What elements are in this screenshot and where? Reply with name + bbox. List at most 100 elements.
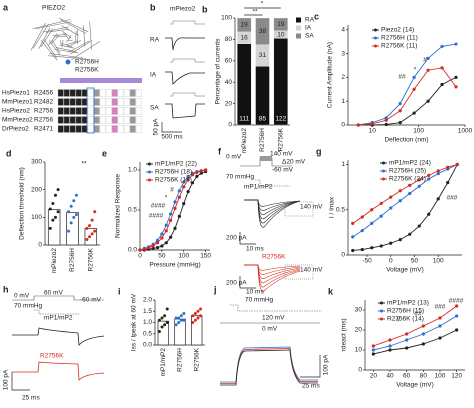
data-point bbox=[417, 224, 421, 228]
panel-label: c bbox=[314, 11, 319, 21]
y-tick-label: 4 bbox=[341, 26, 345, 33]
bar-segment bbox=[273, 38, 288, 126]
data-point bbox=[204, 168, 208, 172]
scale-bar bbox=[161, 122, 182, 133]
alignment-cell bbox=[57, 98, 64, 106]
x-tick-label: 100 bbox=[435, 373, 446, 380]
legend-marker bbox=[374, 28, 377, 32]
data-point bbox=[160, 316, 164, 320]
data-point bbox=[408, 232, 412, 236]
data-point bbox=[85, 226, 89, 230]
data-point bbox=[389, 206, 393, 210]
alignment-cell bbox=[69, 116, 76, 124]
data-point bbox=[454, 42, 458, 46]
data-point bbox=[164, 229, 168, 233]
structure-strand bbox=[63, 32, 69, 40]
y-tick-label: 0.0 bbox=[143, 342, 152, 349]
structure-strand bbox=[55, 35, 67, 37]
x-tick-label: 40 bbox=[386, 373, 394, 380]
annotation: * bbox=[261, 1, 264, 8]
annotation: #### bbox=[151, 203, 166, 210]
data-point bbox=[191, 314, 195, 318]
alignment-cell bbox=[63, 125, 70, 133]
x-tick-label: 100 bbox=[178, 253, 189, 260]
alignment-cell bbox=[135, 98, 142, 106]
x-tick-label: 60 bbox=[403, 373, 411, 380]
data-point bbox=[412, 111, 416, 115]
data-point bbox=[351, 221, 355, 225]
data-point bbox=[157, 318, 161, 322]
alignment-cell bbox=[63, 107, 70, 115]
alignment-cell bbox=[57, 107, 64, 115]
alignment-cell bbox=[75, 116, 82, 124]
legend-label: R2756K (14) bbox=[387, 316, 424, 323]
panel-label: e bbox=[102, 148, 107, 158]
alignment-cell bbox=[123, 116, 130, 124]
data-point bbox=[408, 191, 412, 196]
data-point bbox=[370, 221, 374, 225]
legend-label: R2756K (11) bbox=[381, 43, 417, 50]
data-point bbox=[93, 229, 97, 233]
structure-strand bbox=[38, 27, 51, 49]
data-point bbox=[173, 200, 177, 204]
y-tick-label: 30 bbox=[355, 307, 363, 314]
x-tick-label: R2756K bbox=[193, 347, 200, 371]
data-point bbox=[454, 85, 458, 89]
x-tick-label: 100 bbox=[413, 128, 424, 135]
y-tick-label: 20 bbox=[355, 327, 363, 334]
bar bbox=[174, 318, 186, 346]
data-point bbox=[436, 171, 440, 176]
data-point bbox=[196, 309, 200, 313]
panel-label: d bbox=[6, 148, 12, 158]
current-trace bbox=[244, 199, 301, 228]
inset-box bbox=[284, 264, 314, 280]
data-point bbox=[90, 232, 94, 236]
legend-label: Piezo2 (14) bbox=[381, 27, 414, 34]
step bbox=[260, 156, 272, 161]
data-point bbox=[455, 162, 459, 167]
alignment-cell bbox=[129, 107, 136, 115]
data-point bbox=[440, 44, 444, 49]
alignment-cell bbox=[99, 107, 106, 115]
x-tick-label: mPiezo2 bbox=[241, 128, 248, 154]
panel-label: g bbox=[316, 146, 322, 156]
data-point bbox=[389, 241, 393, 245]
y-tick-label: 10 bbox=[355, 347, 363, 354]
data-point bbox=[412, 87, 416, 91]
data-point bbox=[67, 210, 71, 214]
alignment-cell bbox=[81, 107, 88, 115]
sig-bracket bbox=[244, 7, 281, 16]
structure-strand bbox=[67, 40, 82, 48]
annotation: ### bbox=[447, 195, 458, 202]
y-axis-label: I / Imax bbox=[329, 196, 336, 218]
data-point bbox=[85, 237, 89, 241]
data-point bbox=[398, 238, 402, 242]
trace-label: mP1/mP2 bbox=[44, 315, 73, 322]
alignment-cell bbox=[135, 125, 142, 133]
alignment-cell bbox=[81, 116, 88, 124]
alignment-cell bbox=[57, 125, 64, 133]
data-point bbox=[169, 235, 173, 239]
current-trace bbox=[244, 264, 301, 288]
alignment-cell bbox=[129, 116, 136, 124]
data-point bbox=[147, 246, 151, 250]
legend-label: R2756H (18) bbox=[155, 169, 192, 176]
data-point bbox=[370, 208, 374, 212]
alignment-cell bbox=[87, 116, 94, 124]
data-point bbox=[438, 316, 442, 320]
data-point bbox=[67, 229, 71, 233]
data-point bbox=[163, 314, 167, 318]
data-point bbox=[356, 123, 360, 127]
y-axis-label: τdeact (ms) bbox=[341, 318, 348, 351]
alignment-cell bbox=[93, 98, 100, 106]
data-point bbox=[389, 195, 393, 199]
data-point bbox=[155, 246, 160, 250]
alignment-cell bbox=[129, 98, 136, 106]
legend-label: RA bbox=[305, 17, 315, 24]
y-axis-label: Deflection threshold (nm) bbox=[19, 167, 26, 240]
data-point bbox=[398, 189, 402, 193]
trace-type: IA bbox=[150, 72, 157, 79]
y-tick-label: 1.5 bbox=[143, 308, 152, 315]
